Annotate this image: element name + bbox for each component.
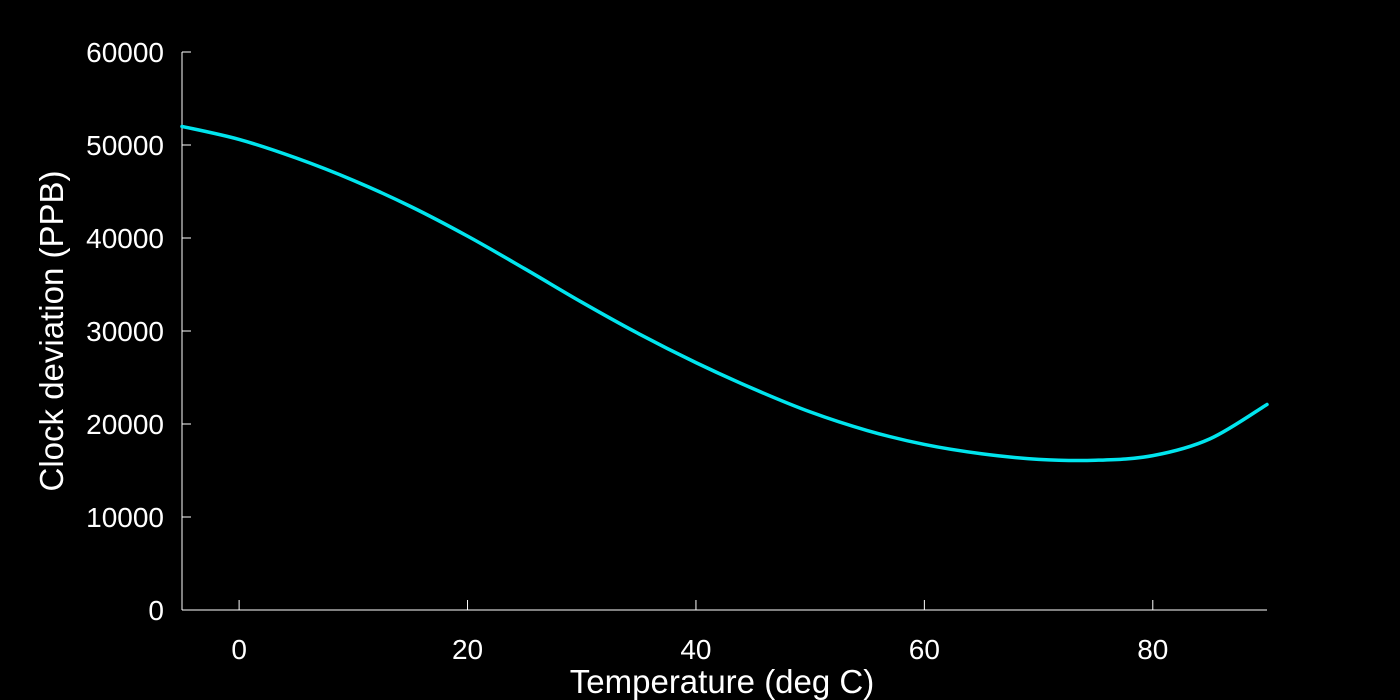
y-tick-label: 40000 (86, 223, 164, 254)
y-axis-label: Clock deviation (PPB) (33, 171, 70, 492)
x-tick-label: 0 (231, 634, 247, 665)
y-tick-label: 50000 (86, 130, 164, 161)
y-tick-label: 60000 (86, 37, 164, 68)
y-axis: 0 10000 20000 30000 40000 50000 60000 (86, 37, 191, 626)
x-axis: 0 20 40 60 80 (182, 600, 1267, 665)
x-tick-label: 40 (680, 634, 711, 665)
y-tick-label: 20000 (86, 409, 164, 440)
x-tick-label: 80 (1137, 634, 1168, 665)
x-tick-label: 60 (909, 634, 940, 665)
y-tick-label: 0 (148, 595, 164, 626)
series-group (180, 124, 1269, 463)
x-axis-label: Temperature (deg C) (570, 663, 874, 700)
y-tick-label: 30000 (86, 316, 164, 347)
x-tick-label: 20 (452, 634, 483, 665)
series-line-clock-deviation (180, 124, 1269, 463)
y-tick-label: 10000 (86, 502, 164, 533)
